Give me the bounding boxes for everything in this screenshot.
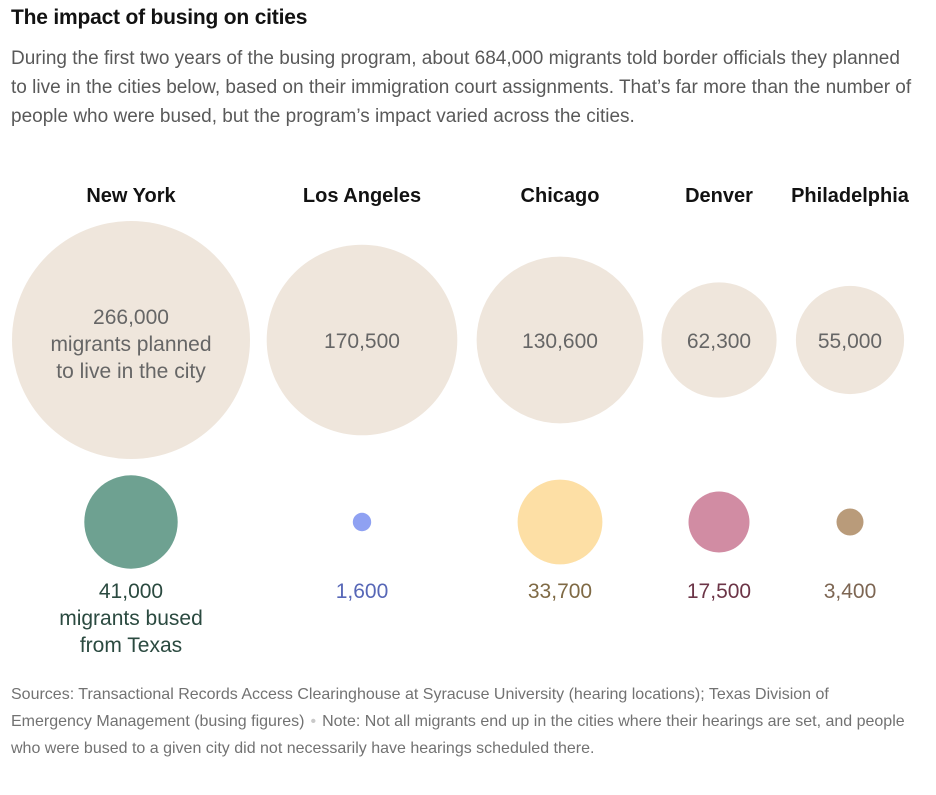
city-label: Philadelphia <box>791 185 910 207</box>
bused-value-label: 3,400 <box>824 580 877 603</box>
bused-value-label: from Texas <box>80 634 182 657</box>
bused-circle <box>836 508 864 536</box>
planned-value-label: migrants planned <box>50 333 211 356</box>
planned-value-label: 55,000 <box>818 330 882 353</box>
bused-value-label: migrants bused <box>59 607 203 630</box>
planned-value-label: 170,500 <box>324 330 400 353</box>
bubble-chart: New York 266,000 migrants planned to live i… <box>12 185 910 657</box>
planned-value-label: 62,300 <box>687 330 751 353</box>
planned-value-label: 130,600 <box>522 330 598 353</box>
bused-value-label: 17,500 <box>687 580 751 603</box>
sources-text: Sources: Transactional Records Access Cl… <box>11 686 829 730</box>
chart-subtitle: During the first two years of the busing… <box>11 48 912 127</box>
sources-note: Sources: Transactional Records Access Cl… <box>11 681 911 762</box>
bused-value-label: 41,000 <box>99 580 163 603</box>
planned-circle <box>795 285 905 395</box>
city-label: Chicago <box>521 185 600 207</box>
planned-circle <box>476 256 644 424</box>
planned-circle <box>12 221 250 459</box>
city-label: New York <box>86 185 176 207</box>
planned-value-label: to live in the city <box>56 360 206 383</box>
city-label: Denver <box>685 185 753 207</box>
planned-value-label: 266,000 <box>93 306 169 329</box>
city-label: Los Angeles <box>303 185 421 207</box>
note-text: Note: Not all migrants end up in the cit… <box>11 713 905 757</box>
bused-circle <box>688 491 750 553</box>
bused-value-label: 33,700 <box>528 580 592 603</box>
planned-circle <box>661 282 777 398</box>
bused-circle <box>517 479 603 565</box>
planned-circle <box>266 244 458 436</box>
separator-dot: • <box>310 713 317 730</box>
bused-circle <box>84 475 178 569</box>
bused-value-label: 1,600 <box>336 580 389 603</box>
chart-title: The impact of busing on cities <box>11 6 308 29</box>
bused-circle <box>352 512 372 532</box>
